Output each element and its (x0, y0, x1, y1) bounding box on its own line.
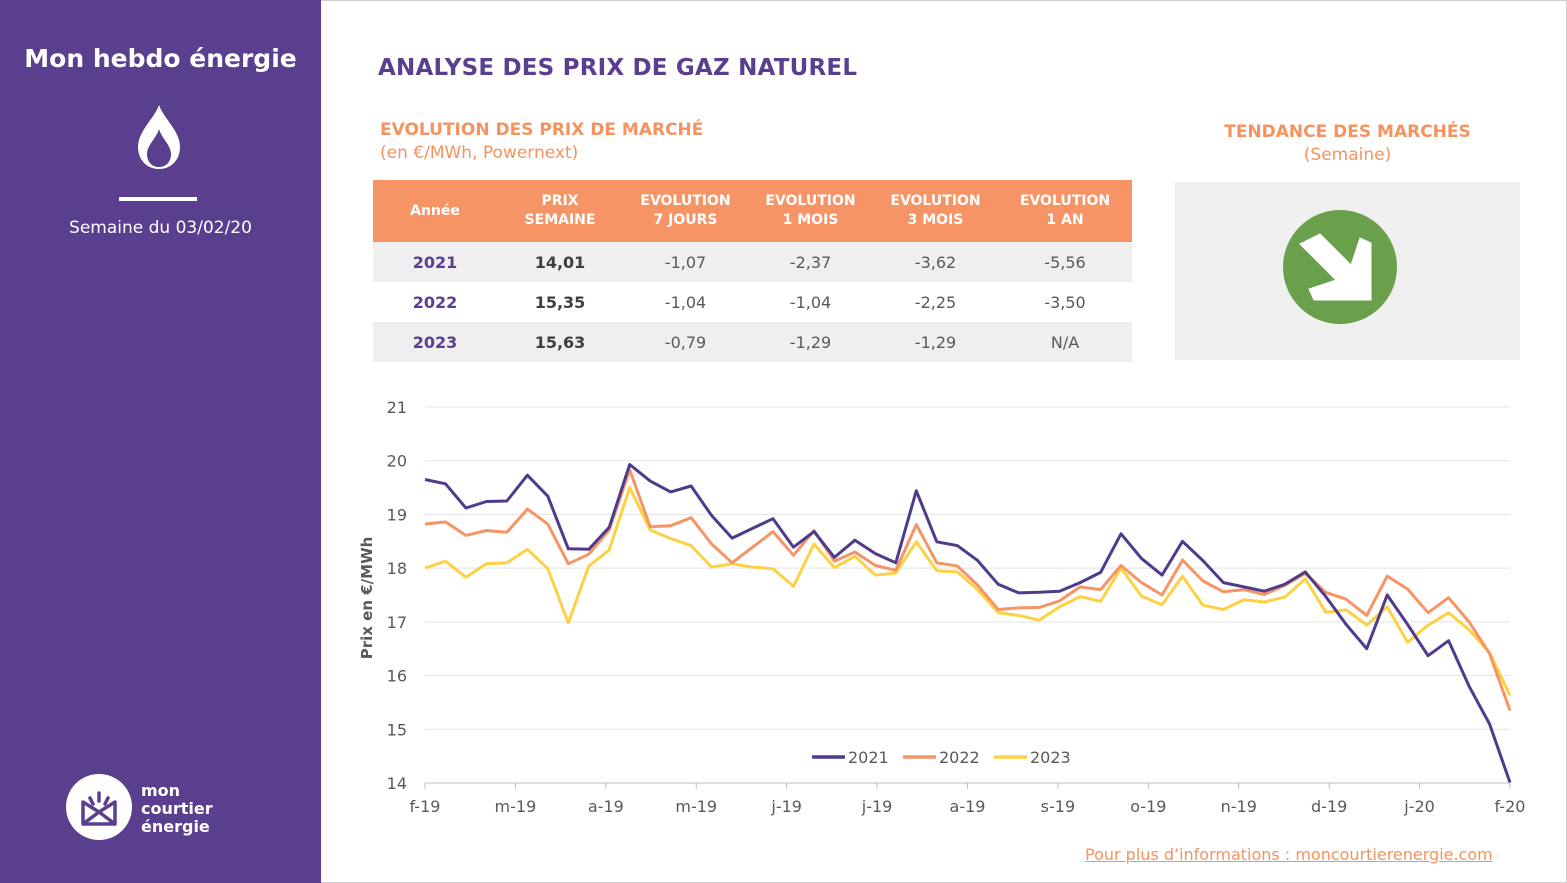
y-tick-label: 18 (387, 559, 407, 578)
col-header-7d: EVOLUTION 7 JOURS (623, 180, 748, 242)
cell-price: 15,35 (534, 292, 586, 312)
x-tick-label: f-19 (410, 797, 441, 816)
info-link[interactable]: Pour plus d’informations : moncourtieren… (1085, 845, 1493, 864)
cell-evo-7d: -1,04 (664, 292, 707, 312)
sidebar: Mon hebdo énergie Semaine du 03/02/20 mo… (0, 0, 321, 883)
table-row: 2022 15,35 -1,04 -1,04 -2,25 -3,50 (373, 282, 1132, 322)
cell-price: 14,01 (497, 242, 623, 282)
col-header-price: PRIX SEMAINE (497, 180, 623, 242)
sidebar-divider (119, 197, 197, 201)
y-tick-label: 15 (387, 720, 407, 739)
x-tick-label: m-19 (675, 797, 717, 816)
cell-year: 2022 (412, 292, 458, 312)
legend: 2021 2022 2023 (812, 748, 1071, 767)
logo-text: mon courtier énergie (141, 782, 213, 836)
cell-evo-1y: N/A (998, 322, 1132, 362)
section-unit: (en €/MWh, Powernext) (380, 143, 579, 163)
col-header-3m: EVOLUTION 3 MOIS (873, 180, 998, 242)
series-line-2022 (424, 468, 1512, 712)
logo-line: courtier (141, 799, 213, 818)
envelope-icon (81, 791, 117, 826)
section-title: EVOLUTION DES PRIX DE MARCHÉ (380, 120, 704, 140)
y-tick-label: 16 (387, 667, 407, 686)
trend-subtitle: (Semaine) (1303, 145, 1392, 165)
cell-evo-1m: -1,04 (789, 292, 832, 312)
cell-year: 2023 (373, 322, 497, 362)
y-tick-label: 19 (387, 505, 407, 524)
x-tick-label: n-19 (1221, 797, 1257, 816)
x-tick-label: j-19 (861, 797, 893, 816)
price-table: Année PRIX SEMAINE EVOLUTION 7 JOURS EVO… (373, 180, 1132, 362)
cell-evo-3m: -3,62 (873, 242, 998, 282)
cell-evo-7d: -0,79 (623, 322, 748, 362)
page-title: ANALYSE DES PRIX DE GAZ NATUREL (378, 55, 858, 81)
y-tick-label: 17 (387, 613, 407, 632)
x-tick-label: f-20 (1495, 797, 1526, 816)
x-tick-label: j-20 (1403, 797, 1435, 816)
table-header-row: Année PRIX SEMAINE EVOLUTION 7 JOURS EVO… (373, 180, 1132, 242)
logo-line: énergie (141, 817, 210, 836)
x-tick-label: j-19 (770, 797, 802, 816)
x-tick-label: a-19 (588, 797, 624, 816)
col-header-1y: EVOLUTION 1 AN (998, 180, 1132, 242)
legend-label: 2021 (848, 748, 889, 767)
col-header-1m: EVOLUTION 1 MOIS (748, 180, 873, 242)
cell-year: 2021 (373, 242, 497, 282)
sidebar-title: Mon hebdo énergie (24, 44, 297, 73)
cell-price: 15,63 (497, 322, 623, 362)
x-tick-label: m-19 (495, 797, 537, 816)
trend-title: TENDANCE DES MARCHÉS (1224, 122, 1471, 142)
x-tick-label: a-19 (950, 797, 986, 816)
legend-label: 2022 (939, 748, 980, 767)
series-line-2023 (424, 486, 1512, 697)
logo-line: mon (141, 781, 181, 800)
table-row: 2023 15,63 -0,79 -1,29 -1,29 N/A (373, 322, 1132, 362)
cell-evo-3m: -2,25 (914, 292, 957, 312)
cell-evo-1y: -3,50 (1044, 292, 1086, 312)
cell-evo-1m: -2,37 (748, 242, 873, 282)
trend-panel (1175, 182, 1520, 360)
arrow-down-right-icon (1283, 210, 1397, 324)
table-row: 2021 14,01 -1,07 -2,37 -3,62 -5,56 (373, 242, 1132, 282)
cell-evo-1y: -5,56 (998, 242, 1132, 282)
cell-evo-7d: -1,07 (623, 242, 748, 282)
y-axis-label: Prix en €/MWh (358, 537, 376, 660)
x-tick-label: d-19 (1311, 797, 1347, 816)
legend-label: 2023 (1030, 748, 1071, 767)
x-tick-label: o-19 (1130, 797, 1166, 816)
week-label: Semaine du 03/02/20 (69, 218, 252, 238)
y-tick-label: 14 (387, 774, 407, 793)
flame-icon (138, 105, 180, 169)
y-tick-label: 20 (387, 452, 407, 471)
y-tick-label: 21 (387, 398, 407, 417)
cell-evo-3m: -1,29 (873, 322, 998, 362)
col-header-year: Année (373, 180, 497, 242)
logo-mark (66, 774, 132, 840)
cell-evo-1m: -1,29 (748, 322, 873, 362)
series-line-2021 (424, 463, 1512, 783)
x-tick-label: s-19 (1041, 797, 1075, 816)
